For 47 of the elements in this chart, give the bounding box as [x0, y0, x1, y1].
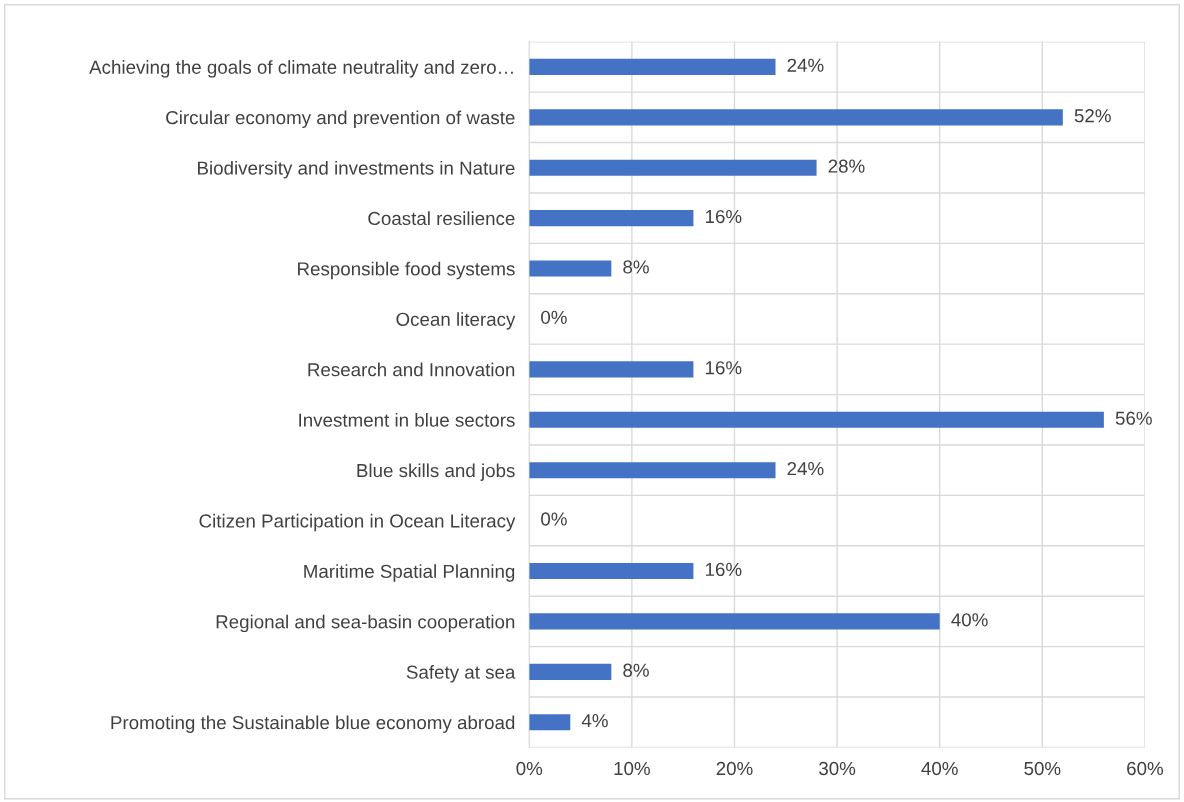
bar: [529, 714, 571, 731]
bar: [529, 411, 1104, 428]
y-tick-label: Coastal resilience: [368, 211, 515, 226]
bar: [529, 361, 694, 378]
bar: [529, 260, 612, 277]
y-tick-label: Promoting the Sustainable blue economy abroad: [111, 715, 515, 733]
data-label: 4%: [581, 714, 608, 728]
y-tick-label: Regional and sea-basin cooperation: [216, 614, 515, 633]
data-label: 24%: [787, 58, 824, 72]
bar: [529, 58, 776, 75]
y-tick-label: Investment in blue sectors: [299, 413, 515, 427]
bar: [529, 159, 817, 176]
data-label: 0%: [541, 310, 567, 324]
x-tick-label: 20%: [716, 761, 753, 776]
data-label: 8%: [623, 663, 649, 677]
y-tick-label: Responsible food systems: [298, 261, 515, 280]
y-tick-label: Research and Innovation: [308, 362, 515, 377]
data-label: 16%: [705, 209, 742, 224]
y-tick-label: Citizen Participation in Ocean Literacy: [199, 513, 516, 532]
bar: [529, 562, 694, 580]
y-tick-label: Safety at sea: [406, 665, 516, 683]
x-tick-label: 60%: [1127, 761, 1164, 776]
data-label: 28%: [828, 159, 865, 173]
data-label: 16%: [705, 562, 742, 577]
bar: [529, 462, 776, 479]
x-tick-label: 0%: [516, 761, 543, 776]
data-label: 24%: [787, 461, 824, 476]
bar: [529, 613, 940, 630]
data-label: 8%: [623, 260, 649, 274]
data-label: 52%: [1074, 109, 1111, 123]
data-label: 40%: [951, 613, 988, 627]
y-tick-label: Maritime Spatial Planning: [304, 564, 515, 582]
x-tick-label: 30%: [819, 761, 856, 776]
y-tick-label: Blue skills and jobs: [357, 463, 515, 481]
bar: [529, 109, 1063, 126]
x-tick-label: 10%: [614, 761, 650, 776]
y-tick-label: Biodiversity and investments in Nature: [198, 160, 515, 179]
y-tick-label: Ocean literacy: [396, 312, 516, 330]
y-tick-label: Circular economy and prevention of waste: [166, 110, 515, 129]
x-tick-label: 40%: [921, 761, 958, 776]
x-tick-label: 50%: [1024, 761, 1061, 776]
bar: [529, 663, 612, 680]
bar: [529, 210, 694, 227]
data-label: 56%: [1115, 411, 1152, 425]
data-label: 16%: [705, 361, 742, 375]
data-label: 0%: [541, 512, 567, 526]
y-tick-label: Achieving the goals of climate neutrality and zero…: [89, 60, 513, 78]
